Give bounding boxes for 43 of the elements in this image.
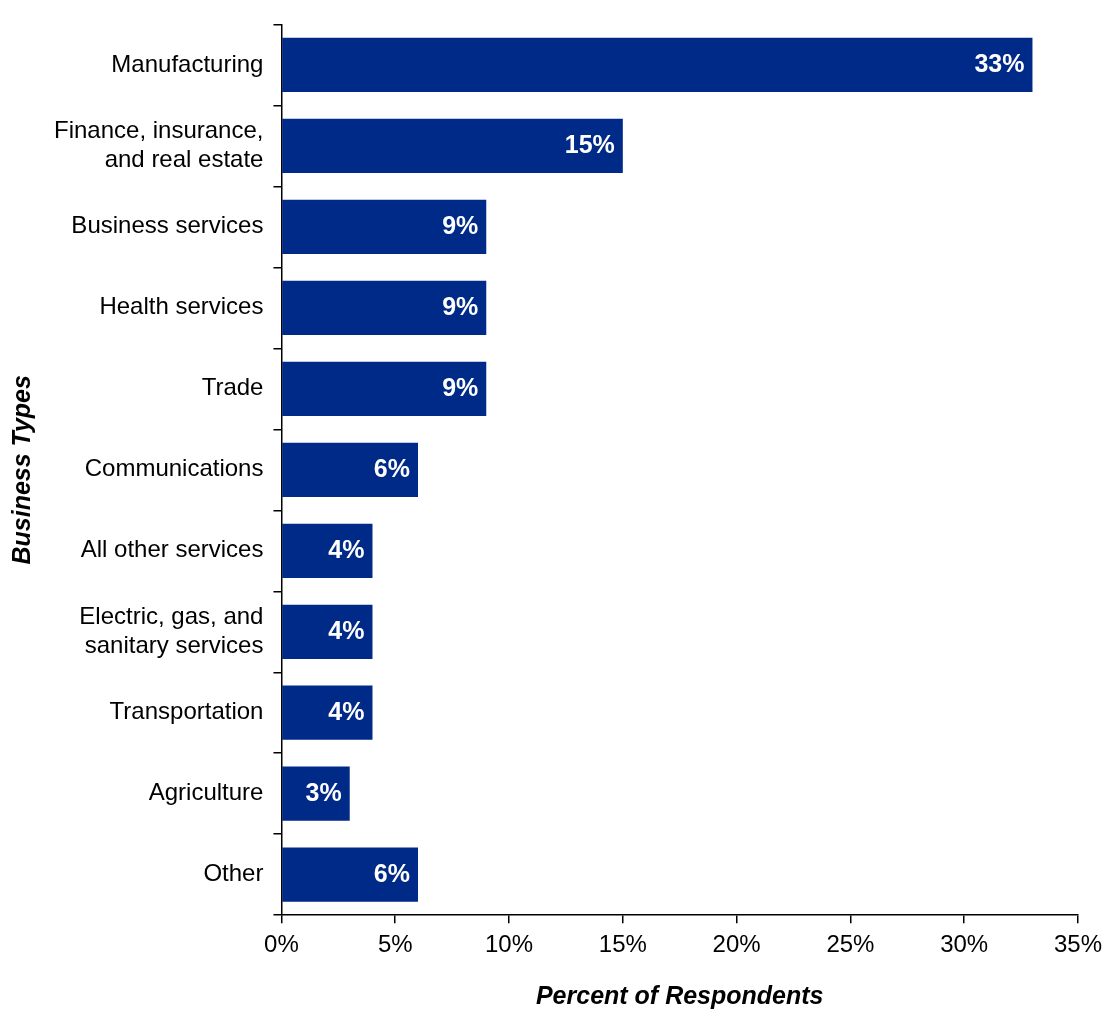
x-tick-label: 30% [940,930,989,958]
data-label: 6% [373,858,410,887]
bar [282,37,1033,93]
bar [282,280,487,335]
bar [282,442,418,497]
y-tick-label: Trade [201,373,264,401]
data-label: 6% [373,453,410,482]
bar [282,604,373,659]
data-label: 4% [328,696,365,725]
bar [282,523,373,578]
x-tick-label: 5% [377,930,413,958]
y-tick-label: Transportation [109,697,264,725]
data-label: 15% [564,129,615,158]
y-tick-label: Communications [84,454,264,482]
y-tick-label: All other services [80,535,264,563]
x-tick-label: 20% [712,930,761,958]
x-tick-label: 25% [826,930,875,958]
x-axis-title: Percent of Respondents [535,980,824,1009]
y-tick-label: Finance, insurance, and real estate [54,116,264,172]
data-label: 4% [328,615,365,644]
x-tick-label: 15% [598,930,647,958]
data-label: 9% [442,291,479,320]
y-tick-label: Manufacturing [111,49,264,77]
y-tick-label: Other [203,859,264,887]
x-tick-label: 10% [485,930,534,958]
y-tick-label: Health services [99,292,264,320]
data-label: 3% [305,777,342,806]
y-axis-title: Business Types [6,374,35,565]
y-tick-label: Business services [71,211,264,239]
bar [282,847,418,902]
x-tick-label: 35% [1053,930,1103,958]
y-tick-label: Agriculture [148,778,264,806]
bar [282,118,623,173]
data-label: 9% [442,210,479,239]
y-tick-label: Electric, gas, and sanitary services [79,601,264,658]
x-tick-label: 0% [264,930,299,958]
bar [282,685,373,740]
data-label: 33% [974,48,1025,77]
bar [282,361,487,416]
bar [282,199,487,254]
bar [282,766,350,821]
data-label: 4% [328,534,365,563]
data-label: 9% [442,372,479,401]
